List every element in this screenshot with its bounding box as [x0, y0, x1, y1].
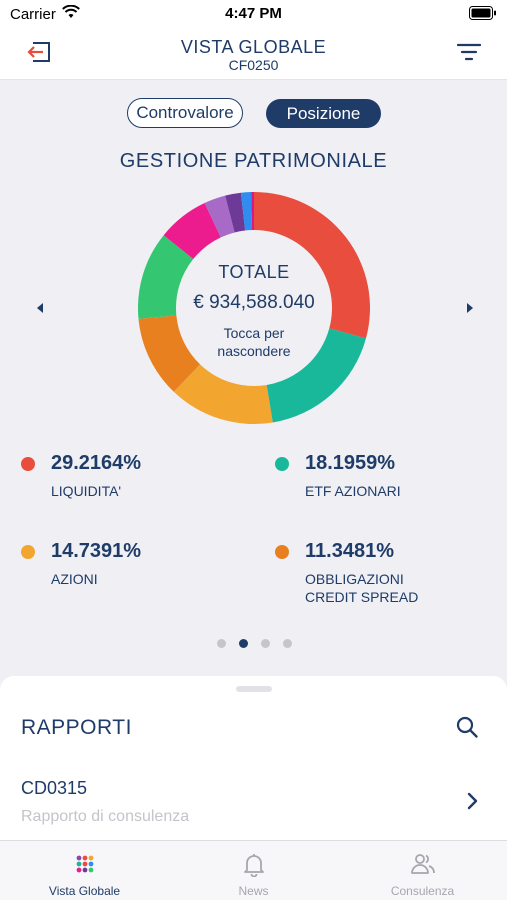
donut-slice-3[interactable] [138, 315, 201, 392]
legend-label: LIQUIDITA' [51, 483, 122, 499]
tab-label: Consulenza [390, 884, 455, 898]
donut-slice-9[interactable] [251, 192, 254, 231]
legend-color-dot [275, 457, 289, 471]
tap-to-hide-hint: Tocca per nascondere [217, 325, 291, 359]
rapporto-code: CD0315 [21, 778, 88, 798]
page-dot-active[interactable] [239, 639, 248, 648]
legend-item-liquidita: 29.2164% LIQUIDITA' [21, 452, 221, 502]
previous-arrow-icon[interactable] [32, 300, 48, 316]
status-bar: Carrier 4:47 PM [0, 0, 507, 28]
wifi-icon [62, 5, 80, 18]
allocation-donut-chart[interactable]: TOTALE € 934,588.040 Tocca per nasconder… [138, 192, 370, 424]
next-arrow-icon[interactable] [462, 300, 478, 316]
donut-slice-5[interactable] [163, 203, 221, 260]
legend-percentage: 18.1959% [305, 452, 396, 474]
filter-icon[interactable] [457, 42, 481, 62]
donut-slice-1[interactable] [266, 328, 366, 423]
donut-slice-0[interactable] [254, 192, 370, 339]
search-icon[interactable] [455, 715, 479, 739]
page-title: VISTA GLOBALE [180, 37, 327, 57]
donut-slice-6[interactable] [204, 195, 235, 238]
legend-color-dot [21, 457, 35, 471]
legend-label: AZIONI [51, 571, 98, 587]
rapporto-type: Rapporto di consulenza [21, 808, 190, 825]
people-icon [411, 854, 435, 874]
navigation-bar: VISTA GLOBALE CF0250 [0, 28, 507, 80]
total-value: € 934,588.040 [193, 292, 315, 313]
tab-vista-globale[interactable]: Vista Globale [0, 841, 169, 900]
page-dot[interactable] [261, 639, 270, 648]
page-subtitle: CF0250 [228, 57, 279, 73]
grid-dots-icon [76, 855, 94, 873]
battery-icon [469, 6, 496, 20]
legend-color-dot [21, 545, 35, 559]
bell-icon [244, 854, 264, 877]
rapporti-sheet: RAPPORTI CD0315 Rapporto di consulenza [0, 676, 507, 840]
tab-label: News [238, 884, 269, 898]
legend-item-etf-azionari: 18.1959% ETF AZIONARI [275, 452, 475, 502]
donut-slice-8[interactable] [240, 192, 253, 231]
page-dot[interactable] [217, 639, 226, 648]
tab-bar: Vista Globale News Consulenza [0, 840, 507, 900]
page-dot[interactable] [283, 639, 292, 648]
sheet-drag-handle[interactable] [236, 686, 272, 692]
legend-label: ETF AZIONARI [305, 483, 401, 499]
legend-percentage: 29.2164% [51, 452, 142, 474]
donut-slice-4[interactable] [138, 235, 194, 319]
status-time: 4:47 PM [225, 5, 282, 22]
rapporti-title: RAPPORTI [21, 716, 132, 739]
legend-item-azioni: 14.7391% AZIONI [21, 540, 221, 590]
donut-svg [138, 192, 370, 424]
carrier-label: Carrier [10, 6, 56, 23]
tab-label: Vista Globale [48, 884, 121, 898]
donut-slice-7[interactable] [225, 192, 246, 233]
legend-percentage: 14.7391% [51, 540, 142, 562]
legend-item-obbligazioni: 11.3481% OBBLIGAZIONI CREDIT SPREAD [275, 540, 475, 608]
segment-posizione[interactable]: Posizione [266, 99, 381, 128]
legend-color-dot [275, 545, 289, 559]
chevron-right-icon [467, 792, 478, 810]
section-title: GESTIONE PATRIMONIALE [119, 150, 388, 172]
donut-slice-2[interactable] [173, 364, 273, 424]
rapporto-list-item[interactable]: CD0315 Rapporto di consulenza [0, 768, 507, 840]
tab-consulenza[interactable]: Consulenza [338, 841, 507, 900]
legend-percentage: 11.3481% [305, 540, 394, 562]
total-label: TOTALE [218, 262, 290, 282]
legend-label: OBBLIGAZIONI CREDIT SPREAD [305, 571, 419, 605]
segment-controvalore[interactable]: Controvalore [127, 98, 243, 128]
tab-news[interactable]: News [169, 841, 338, 900]
logout-icon[interactable] [26, 40, 52, 64]
page-indicator[interactable] [214, 639, 294, 649]
